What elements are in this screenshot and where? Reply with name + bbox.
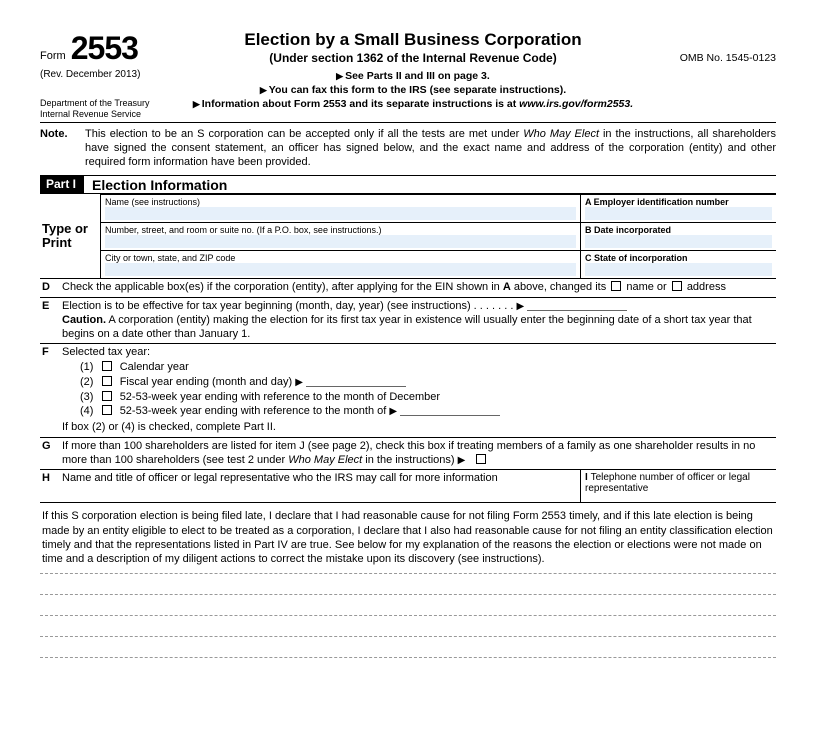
header-arrows: ▶See Parts II and III on page 3. ▶You ca…	[180, 69, 646, 112]
explanation-line-1[interactable]	[40, 573, 776, 590]
cell-city: City or town, state, and ZIP code	[100, 250, 580, 278]
cell-b-date: B Date incorporated	[580, 222, 776, 250]
part1-bar: Part I Election Information	[40, 175, 776, 194]
revision-date: (Rev. December 2013)	[40, 69, 180, 80]
checkbox-f1[interactable]	[102, 361, 112, 371]
row-g: G If more than 100 shareholders are list…	[40, 438, 776, 471]
row-e: E Election is to be effective for tax ye…	[40, 298, 776, 344]
checkbox-f3[interactable]	[102, 391, 112, 401]
input-ein[interactable]	[585, 207, 772, 220]
row-d: D Check the applicable box(es) if the co…	[40, 279, 776, 298]
header-left: Form 2553 (Rev. December 2013) Departmen…	[40, 30, 180, 120]
note-label: Note.	[40, 127, 85, 170]
checkbox-f2[interactable]	[102, 376, 112, 386]
row-h: H Name and title of officer or legal rep…	[40, 470, 776, 503]
input-city[interactable]	[105, 263, 576, 276]
part1-tag: Part I	[40, 176, 84, 193]
form-word: Form	[40, 50, 66, 62]
explanation-line-3[interactable]	[40, 615, 776, 632]
input-date-inc[interactable]	[585, 235, 772, 248]
header-center: Election by a Small Business Corporation…	[180, 30, 646, 112]
i-right: I Telephone number of officer or legal r…	[580, 470, 776, 502]
checkbox-address-change[interactable]	[672, 281, 682, 291]
explanation-line-5[interactable]	[40, 657, 776, 674]
cell-street: Number, street, and room or suite no. (I…	[100, 222, 580, 250]
note-row: Note. This election to be an S corporati…	[40, 123, 776, 176]
omb-number: OMB No. 1545-0123	[646, 30, 776, 64]
department: Department of the Treasury Internal Reve…	[40, 98, 180, 120]
input-effective-date[interactable]	[527, 300, 627, 311]
input-fiscal-end[interactable]	[306, 376, 406, 387]
cell-a-ein: A Employer identification number	[580, 194, 776, 222]
part1-title: Election Information	[92, 177, 227, 193]
form-header: Form 2553 (Rev. December 2013) Departmen…	[40, 30, 776, 120]
h-left: Name and title of officer or legal repre…	[62, 470, 580, 502]
form-number: 2553	[71, 30, 138, 66]
input-street[interactable]	[105, 235, 576, 248]
cell-c-state: C State of incorporation	[580, 250, 776, 278]
input-state-inc[interactable]	[585, 263, 772, 276]
sub-title: (Under section 1362 of the Internal Reve…	[180, 51, 646, 65]
type-or-print-label: Type or Print	[40, 194, 100, 278]
input-5253-month[interactable]	[400, 405, 500, 416]
checkbox-f4[interactable]	[102, 405, 112, 415]
explanation-line-4[interactable]	[40, 636, 776, 653]
cell-name: Name (see instructions)	[100, 194, 580, 222]
main-title: Election by a Small Business Corporation	[180, 30, 646, 50]
identity-grid: Type or Print Name (see instructions) A …	[40, 194, 776, 279]
checkbox-name-change[interactable]	[611, 281, 621, 291]
checkbox-g[interactable]	[476, 454, 486, 464]
row-f: F Selected tax year: (1) Calendar year (…	[40, 344, 776, 438]
explanation-line-2[interactable]	[40, 594, 776, 611]
input-name[interactable]	[105, 207, 576, 220]
late-filing-declaration: If this S corporation election is being …	[40, 503, 776, 568]
note-text: This election to be an S corporation can…	[85, 127, 776, 170]
